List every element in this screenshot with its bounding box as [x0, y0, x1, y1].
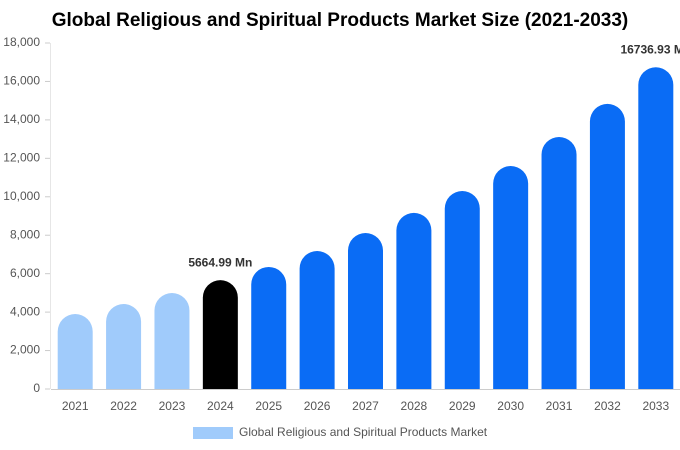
x-tick-label: 2025: [255, 399, 282, 413]
x-tick-label: 2033: [642, 399, 669, 413]
y-tick-label: 12,000: [3, 151, 40, 165]
x-tick-label: 2026: [304, 399, 331, 413]
y-tick-label: 2,000: [10, 343, 40, 357]
data-label: 5664.99 Mn: [188, 255, 252, 269]
bar: [541, 137, 577, 389]
bar: [493, 166, 529, 389]
x-tick-label: 2027: [352, 399, 379, 413]
bar: [251, 266, 287, 389]
bar: [154, 292, 190, 389]
bar: [638, 67, 674, 389]
bar: [396, 212, 432, 389]
data-label: 16736.93 Mn: [620, 42, 680, 56]
chart-title: Global Religious and Spiritual Products …: [52, 10, 629, 31]
x-tick-label: 2022: [110, 399, 137, 413]
y-tick-label: 0: [33, 381, 40, 395]
x-tick-label: 2028: [401, 399, 428, 413]
y-tick-label: 10,000: [3, 189, 40, 203]
bar: [444, 191, 480, 389]
y-tick-label: 14,000: [3, 112, 40, 126]
x-tick-label: 2032: [594, 399, 621, 413]
bar: [299, 250, 335, 389]
y-tick-label: 18,000: [3, 35, 40, 49]
bar: [202, 280, 238, 389]
x-tick-label: 2030: [497, 399, 524, 413]
y-tick-label: 6,000: [10, 266, 40, 280]
legend-label: Global Religious and Spiritual Products …: [239, 425, 488, 439]
y-tick-label: 4,000: [10, 304, 40, 318]
x-tick-label: 2021: [62, 399, 89, 413]
y-tick-label: 16,000: [3, 74, 40, 88]
bar: [589, 103, 625, 389]
x-tick-label: 2031: [546, 399, 573, 413]
x-tick-label: 2029: [449, 399, 476, 413]
legend-swatch: [193, 427, 233, 439]
x-tick-label: 2023: [159, 399, 186, 413]
bar: [348, 233, 383, 389]
y-tick-label: 8,000: [10, 227, 40, 241]
bar: [57, 314, 93, 389]
bar: [106, 304, 142, 389]
x-tick-label: 2024: [207, 399, 234, 413]
